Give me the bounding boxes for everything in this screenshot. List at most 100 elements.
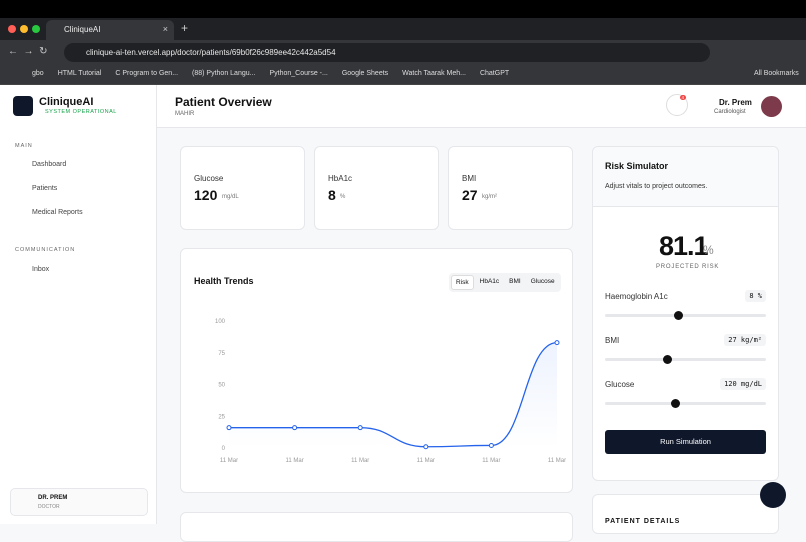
top-bar xyxy=(0,0,806,18)
trend-area xyxy=(229,342,557,448)
min-dot[interactable] xyxy=(20,25,28,33)
bookmark[interactable]: (88) Python Langu... xyxy=(192,70,256,77)
bookmark[interactable]: C Program to Gen... xyxy=(115,70,179,77)
vital-card: HbA1c 8% xyxy=(314,146,439,230)
nav-item[interactable]: Dashboard xyxy=(32,161,67,168)
trend-point xyxy=(357,425,363,431)
tab-close[interactable]: × xyxy=(162,24,168,34)
slider-knob[interactable] xyxy=(662,355,672,364)
vital-value: 120 xyxy=(194,187,218,203)
slider-track[interactable] xyxy=(605,311,766,320)
bookmark[interactable]: HTML Tutorial xyxy=(57,70,102,77)
address-bar[interactable]: clinique-ai-ten.vercel.app/doctor/patien… xyxy=(64,43,710,62)
trends-title: Health Trends xyxy=(194,276,254,286)
bookmark[interactable]: Python_Course -... xyxy=(269,70,328,77)
comm-nav: Inbox xyxy=(32,266,49,290)
y-tick-label: 75 xyxy=(218,351,225,357)
risk-value: 81.1 xyxy=(659,231,709,261)
slider-value: 27 kg/m² xyxy=(724,334,766,346)
slider-label: Glucose xyxy=(605,380,635,389)
slider-value: 8 % xyxy=(745,290,766,302)
vital-unit: mg/dL xyxy=(222,194,239,200)
bookmark[interactable]: Google Sheets xyxy=(341,70,389,77)
bookmark[interactable]: gbo xyxy=(32,70,44,77)
trend-tab[interactable]: HbA1c xyxy=(479,278,500,285)
nav-item[interactable]: Patients xyxy=(32,185,58,192)
section-heading: COMMUNICATION xyxy=(15,247,76,253)
tab-title: CliniqueAI xyxy=(64,25,101,34)
trend-tab[interactable]: Glucose xyxy=(530,278,555,285)
close-dot[interactable] xyxy=(8,25,16,33)
badge: 4 xyxy=(680,95,686,100)
user-name: DR. PREM xyxy=(38,495,68,501)
trend-tabs: Risk HbA1c BMI Glucose xyxy=(449,273,561,292)
slider-label: Haemoglobin A1c xyxy=(605,292,668,301)
nav-item[interactable]: Inbox xyxy=(32,266,50,273)
button-label: Run Simulation xyxy=(660,437,711,446)
new-tab[interactable]: + xyxy=(181,21,189,35)
avatar[interactable] xyxy=(761,96,782,117)
user-card[interactable]: DR. PREM DOCTOR xyxy=(10,488,148,516)
trend-point xyxy=(292,425,298,431)
bookmark[interactable]: Watch Taarak Meh... xyxy=(402,70,466,77)
y-tick-label: 100 xyxy=(215,319,226,325)
trend-point xyxy=(488,442,494,448)
specialty: Cardiologist xyxy=(714,109,746,115)
slider-track[interactable] xyxy=(605,355,766,364)
y-tick-label: 50 xyxy=(218,383,225,389)
trends-card: Health Trends Risk HbA1c BMI Glucose xyxy=(180,248,573,493)
bookmarks-bar: gbo HTML Tutorial C Program to Gen... (88) … xyxy=(0,65,806,85)
x-tick-label: 11 Mar xyxy=(482,458,500,464)
details-title: PATIENT DETAILS xyxy=(605,518,681,525)
vital-unit: kg/m² xyxy=(482,194,497,200)
vital-value: 27 xyxy=(462,187,478,203)
nav-buttons[interactable]: ← → ↻ xyxy=(8,46,48,57)
x-tick-label: 11 Mar xyxy=(351,458,369,464)
next-card xyxy=(180,512,573,542)
section-heading: MAIN xyxy=(15,143,33,149)
toolbar: ← → ↻ clinique-ai-ten.vercel.app/doctor/… xyxy=(0,40,806,65)
run-button[interactable]: Run Simulation xyxy=(605,430,766,454)
x-tick-label: 11 Mar xyxy=(285,458,303,464)
notifications[interactable]: 4 xyxy=(666,94,688,116)
sidebar: CliniqueAI SYSTEM OPERATIONAL MAIN Dashb… xyxy=(0,85,157,524)
fab[interactable] xyxy=(760,482,786,508)
main-nav: Dashboard Patients Medical Reports xyxy=(32,161,83,233)
risk-header xyxy=(593,147,778,207)
bookmark[interactable]: ChatGPT xyxy=(479,70,510,77)
logo xyxy=(13,96,33,116)
y-tick-label: 0 xyxy=(222,446,226,452)
risk-card: Risk Simulator Adjust vitals to project … xyxy=(592,146,779,481)
url: clinique-ai-ten.vercel.app/doctor/patien… xyxy=(86,48,336,57)
max-dot[interactable] xyxy=(32,25,40,33)
y-tick-label: 25 xyxy=(218,414,225,420)
vital-unit: % xyxy=(340,194,346,200)
x-tick-label: 11 Mar xyxy=(220,458,238,464)
x-tick-label: 11 Mar xyxy=(548,458,566,464)
slider-value: 120 mg/dL xyxy=(720,378,766,390)
trend-tab[interactable]: Risk xyxy=(451,275,474,290)
vital-card: BMI 27 kg/m² xyxy=(448,146,573,230)
user-role: DOCTOR xyxy=(38,504,60,510)
page-title: Patient Overview xyxy=(175,95,272,109)
slider-track[interactable] xyxy=(605,399,766,408)
trend-tab[interactable]: BMI xyxy=(509,278,521,285)
all-bookmarks[interactable]: All Bookmarks xyxy=(754,70,799,77)
nav-item[interactable]: Medical Reports xyxy=(32,209,83,216)
status: SYSTEM OPERATIONAL xyxy=(45,109,117,115)
slider-knob[interactable] xyxy=(671,399,680,408)
slider-knob[interactable] xyxy=(674,311,684,320)
vital-label: HbA1c xyxy=(328,174,353,183)
trend-chart: 0 25 50 75 100 11 Mar 11 Mar 11 Mar 11 Mar 11 Mar… xyxy=(215,319,566,464)
x-tick-label: 11 Mar xyxy=(417,458,435,464)
details-card: PATIENT DETAILS xyxy=(592,494,779,534)
tab-strip: CliniqueAI × + xyxy=(0,18,806,40)
risk-label: PROJECTED RISK xyxy=(656,264,720,270)
trend-point xyxy=(554,340,560,346)
slider-label: BMI xyxy=(605,336,620,345)
trend-point xyxy=(423,444,429,450)
risk-unit: % xyxy=(703,243,714,257)
tab[interactable]: CliniqueAI × xyxy=(46,20,174,40)
vital-label: BMI xyxy=(462,174,477,183)
